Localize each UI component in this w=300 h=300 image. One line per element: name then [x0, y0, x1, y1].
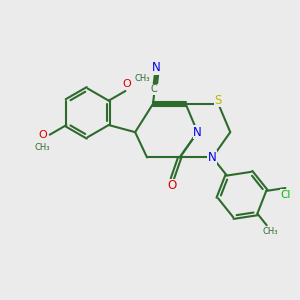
Text: O: O [168, 179, 177, 193]
Text: O: O [38, 130, 47, 140]
Text: O: O [122, 80, 131, 89]
Text: CH₃: CH₃ [34, 143, 50, 152]
Text: Cl: Cl [280, 190, 290, 200]
Text: N: N [193, 126, 202, 139]
Text: C: C [151, 84, 158, 94]
Text: N: N [152, 61, 161, 74]
Text: CH₃: CH₃ [134, 74, 149, 83]
Text: CH₃: CH₃ [262, 227, 278, 236]
Text: N: N [208, 151, 217, 164]
Text: S: S [215, 94, 222, 107]
